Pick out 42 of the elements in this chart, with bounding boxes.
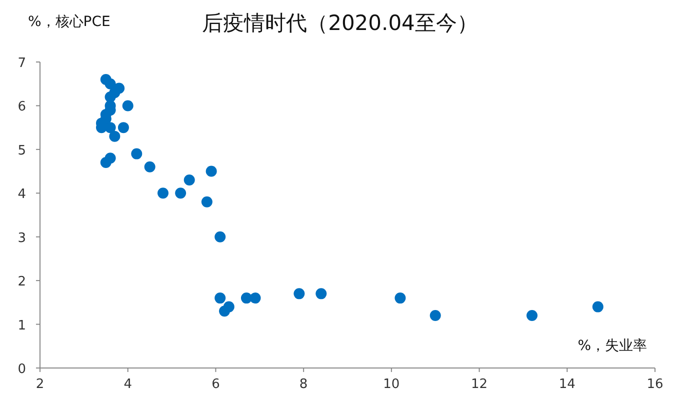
point: [158, 188, 168, 199]
point: [294, 288, 305, 300]
point: [184, 174, 195, 186]
point: [104, 122, 116, 134]
point: [131, 148, 142, 160]
x-tick-label: 16: [646, 377, 664, 392]
x-tick-label: 6: [212, 377, 220, 392]
x-tick-label: 14: [558, 377, 576, 392]
y-axis-title: %，核心PCE: [28, 14, 110, 30]
y-tick-label: 0: [18, 362, 26, 377]
point: [122, 100, 134, 112]
point: [219, 306, 230, 317]
point: [526, 310, 538, 322]
point: [394, 292, 406, 304]
point: [201, 196, 212, 208]
point: [100, 157, 112, 168]
x-tick-label: 10: [383, 377, 400, 392]
point: [214, 231, 226, 242]
point: [109, 130, 120, 142]
y-tick-label: 4: [18, 187, 26, 202]
x-tick-label: 8: [299, 377, 308, 392]
y-tick-label: 3: [18, 230, 26, 246]
y-tick-label: 2: [18, 274, 26, 290]
point: [206, 166, 217, 177]
y-tick-label: 6: [18, 100, 26, 115]
point: [214, 292, 226, 304]
point: [144, 161, 156, 172]
point: [592, 301, 604, 312]
point: [316, 288, 327, 300]
x-axis-title: %，失业率: [578, 338, 647, 354]
y-tick-label: 7: [18, 56, 26, 71]
point: [104, 78, 116, 90]
x-tick-label: 12: [471, 377, 488, 392]
point: [430, 310, 441, 322]
x-tick-label: 4: [124, 377, 132, 392]
y-tick-label: 5: [18, 143, 26, 158]
point: [250, 292, 261, 304]
point: [175, 188, 186, 199]
x-tick-label: 2: [36, 377, 44, 392]
chart-title: 后疫情时代（2020.04至今）: [202, 11, 478, 35]
point: [118, 122, 129, 134]
y-tick-label: 1: [18, 318, 26, 334]
